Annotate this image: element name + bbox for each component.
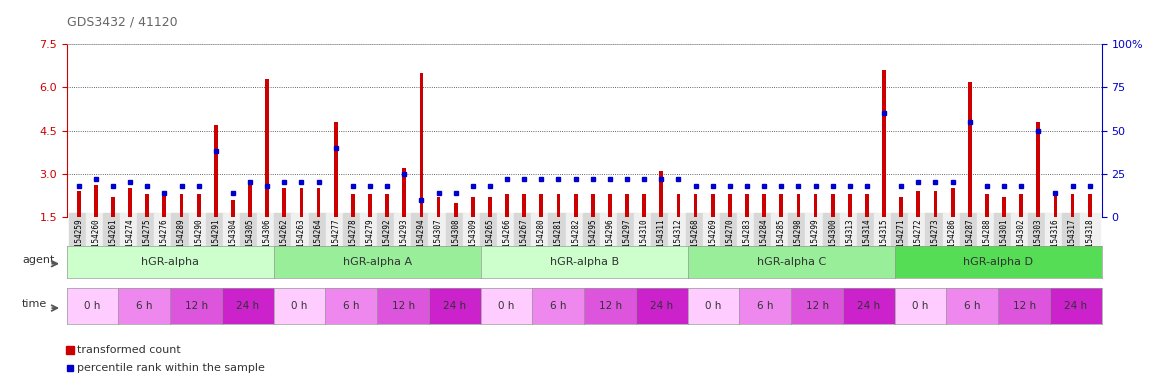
- Bar: [659, 171, 664, 217]
- Bar: [986, 194, 989, 217]
- Bar: [214, 125, 217, 217]
- Bar: [608, 194, 612, 217]
- Bar: [420, 73, 423, 217]
- Bar: [351, 194, 354, 217]
- Text: 0 h: 0 h: [912, 301, 929, 311]
- Text: 12 h: 12 h: [391, 301, 415, 311]
- Bar: [745, 194, 749, 217]
- Bar: [676, 194, 681, 217]
- Bar: [128, 188, 132, 217]
- Bar: [197, 194, 200, 217]
- Bar: [693, 194, 697, 217]
- Bar: [1036, 122, 1041, 217]
- Text: 24 h: 24 h: [1064, 301, 1088, 311]
- Text: 6 h: 6 h: [136, 301, 153, 311]
- Bar: [77, 191, 81, 217]
- Bar: [1088, 194, 1091, 217]
- Text: hGR-alpha: hGR-alpha: [141, 257, 199, 267]
- Bar: [951, 188, 954, 217]
- Text: 0 h: 0 h: [84, 301, 101, 311]
- Bar: [454, 203, 458, 217]
- Bar: [591, 194, 595, 217]
- Bar: [334, 122, 338, 217]
- Bar: [728, 194, 731, 217]
- Bar: [112, 197, 115, 217]
- Text: hGR-alpha D: hGR-alpha D: [964, 257, 1033, 267]
- Bar: [179, 194, 183, 217]
- Text: 24 h: 24 h: [236, 301, 260, 311]
- Bar: [368, 194, 371, 217]
- Bar: [934, 191, 937, 217]
- Bar: [488, 197, 492, 217]
- Bar: [814, 194, 818, 217]
- Bar: [797, 194, 800, 217]
- Bar: [316, 188, 321, 217]
- Text: 6 h: 6 h: [343, 301, 360, 311]
- Bar: [248, 180, 252, 217]
- Bar: [882, 70, 886, 217]
- Bar: [848, 194, 852, 217]
- Text: hGR-alpha B: hGR-alpha B: [550, 257, 619, 267]
- Bar: [266, 79, 269, 217]
- Bar: [1053, 194, 1057, 217]
- Bar: [505, 194, 509, 217]
- Bar: [917, 191, 920, 217]
- Text: 0 h: 0 h: [705, 301, 722, 311]
- Text: hGR-alpha A: hGR-alpha A: [343, 257, 412, 267]
- Bar: [94, 185, 98, 217]
- Bar: [574, 194, 577, 217]
- Bar: [231, 200, 235, 217]
- Text: percentile rank within the sample: percentile rank within the sample: [77, 363, 264, 373]
- Bar: [402, 168, 406, 217]
- Bar: [1019, 194, 1024, 217]
- Bar: [539, 194, 543, 217]
- Text: 24 h: 24 h: [650, 301, 674, 311]
- Bar: [643, 194, 646, 217]
- Text: 6 h: 6 h: [550, 301, 567, 311]
- Text: 0 h: 0 h: [291, 301, 308, 311]
- Bar: [762, 194, 766, 217]
- Text: 12 h: 12 h: [184, 301, 208, 311]
- Text: 6 h: 6 h: [964, 301, 981, 311]
- Text: 24 h: 24 h: [443, 301, 467, 311]
- Text: 12 h: 12 h: [1012, 301, 1036, 311]
- Text: transformed count: transformed count: [77, 345, 181, 355]
- Bar: [830, 194, 835, 217]
- Bar: [626, 194, 629, 217]
- Bar: [522, 194, 526, 217]
- Bar: [145, 194, 150, 217]
- Bar: [711, 194, 714, 217]
- Bar: [1002, 197, 1006, 217]
- Bar: [865, 194, 868, 217]
- Bar: [1071, 194, 1074, 217]
- Bar: [437, 197, 440, 217]
- Text: 12 h: 12 h: [598, 301, 622, 311]
- Bar: [557, 194, 560, 217]
- Bar: [283, 188, 286, 217]
- Text: 24 h: 24 h: [857, 301, 881, 311]
- Text: 6 h: 6 h: [757, 301, 774, 311]
- Bar: [472, 197, 475, 217]
- Bar: [385, 194, 389, 217]
- Bar: [162, 194, 167, 217]
- Text: hGR-alpha C: hGR-alpha C: [757, 257, 826, 267]
- Bar: [299, 188, 304, 217]
- Bar: [780, 194, 783, 217]
- Text: agent: agent: [22, 255, 54, 265]
- Text: time: time: [22, 300, 47, 310]
- Text: 12 h: 12 h: [805, 301, 829, 311]
- Text: GDS3432 / 41120: GDS3432 / 41120: [67, 15, 177, 28]
- Text: 0 h: 0 h: [498, 301, 515, 311]
- Bar: [968, 81, 972, 217]
- Bar: [899, 197, 903, 217]
